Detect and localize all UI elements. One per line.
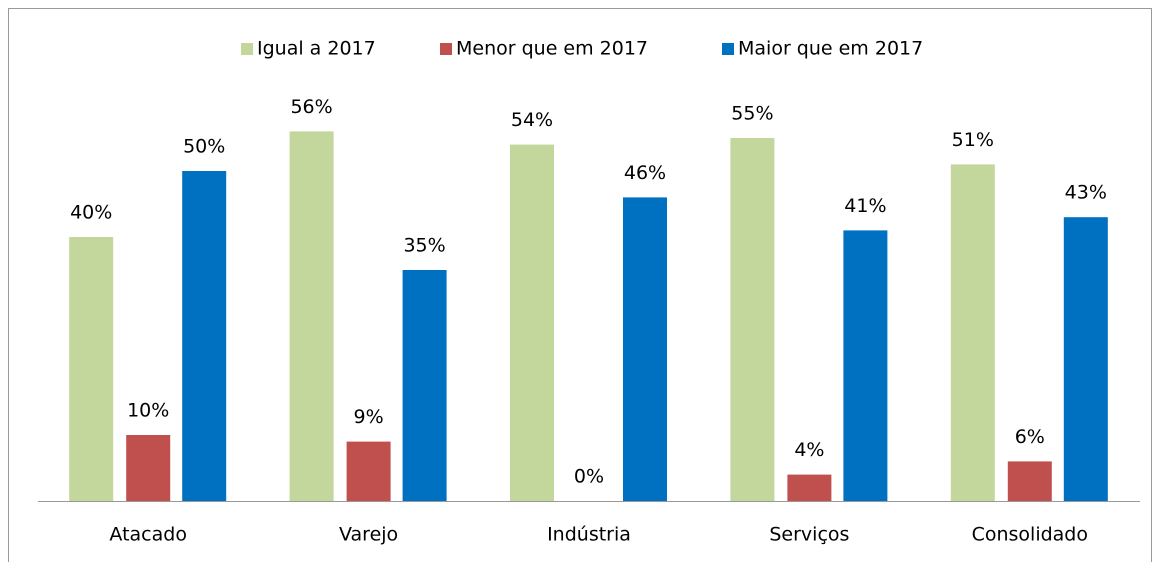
x-tick-label: Serviços bbox=[769, 524, 849, 546]
value-label: 0% bbox=[574, 466, 604, 488]
x-tick-label: Indústria bbox=[547, 524, 631, 546]
value-label: 6% bbox=[1015, 426, 1045, 448]
value-label: 10% bbox=[127, 400, 169, 422]
bar bbox=[787, 474, 832, 501]
bar bbox=[346, 441, 391, 501]
chart-border bbox=[8, 8, 1152, 562]
legend-label: Maior que em 2017 bbox=[738, 38, 923, 60]
bar bbox=[126, 435, 171, 501]
legend-label: Igual a 2017 bbox=[257, 38, 376, 60]
legend-label: Menor que em 2017 bbox=[456, 38, 648, 60]
legend-swatch bbox=[722, 43, 734, 55]
bar bbox=[182, 171, 227, 501]
x-tick-label: Varejo bbox=[339, 524, 398, 546]
bar bbox=[1007, 461, 1052, 501]
value-label: 4% bbox=[794, 439, 824, 461]
bar bbox=[730, 138, 775, 501]
x-tick-label: Consolidado bbox=[972, 524, 1088, 546]
bar bbox=[843, 230, 888, 501]
value-label: 43% bbox=[1065, 182, 1107, 204]
bar bbox=[510, 144, 554, 501]
value-label: 35% bbox=[403, 235, 445, 257]
value-label: 55% bbox=[731, 103, 773, 125]
value-label: 56% bbox=[290, 96, 332, 118]
value-label: 50% bbox=[183, 136, 225, 158]
bar bbox=[289, 131, 334, 501]
bar bbox=[950, 164, 995, 501]
bar bbox=[623, 197, 667, 501]
x-tick-label: Atacado bbox=[109, 524, 187, 546]
value-label: 51% bbox=[952, 129, 994, 151]
bar bbox=[402, 270, 447, 501]
bar bbox=[1063, 217, 1108, 501]
value-label: 41% bbox=[844, 195, 886, 217]
value-label: 40% bbox=[70, 202, 112, 224]
legend-swatch bbox=[440, 43, 452, 55]
bar bbox=[69, 237, 114, 501]
value-label: 46% bbox=[624, 162, 666, 184]
legend-swatch bbox=[241, 43, 253, 55]
value-label: 9% bbox=[354, 406, 384, 428]
value-label: 54% bbox=[511, 109, 553, 131]
